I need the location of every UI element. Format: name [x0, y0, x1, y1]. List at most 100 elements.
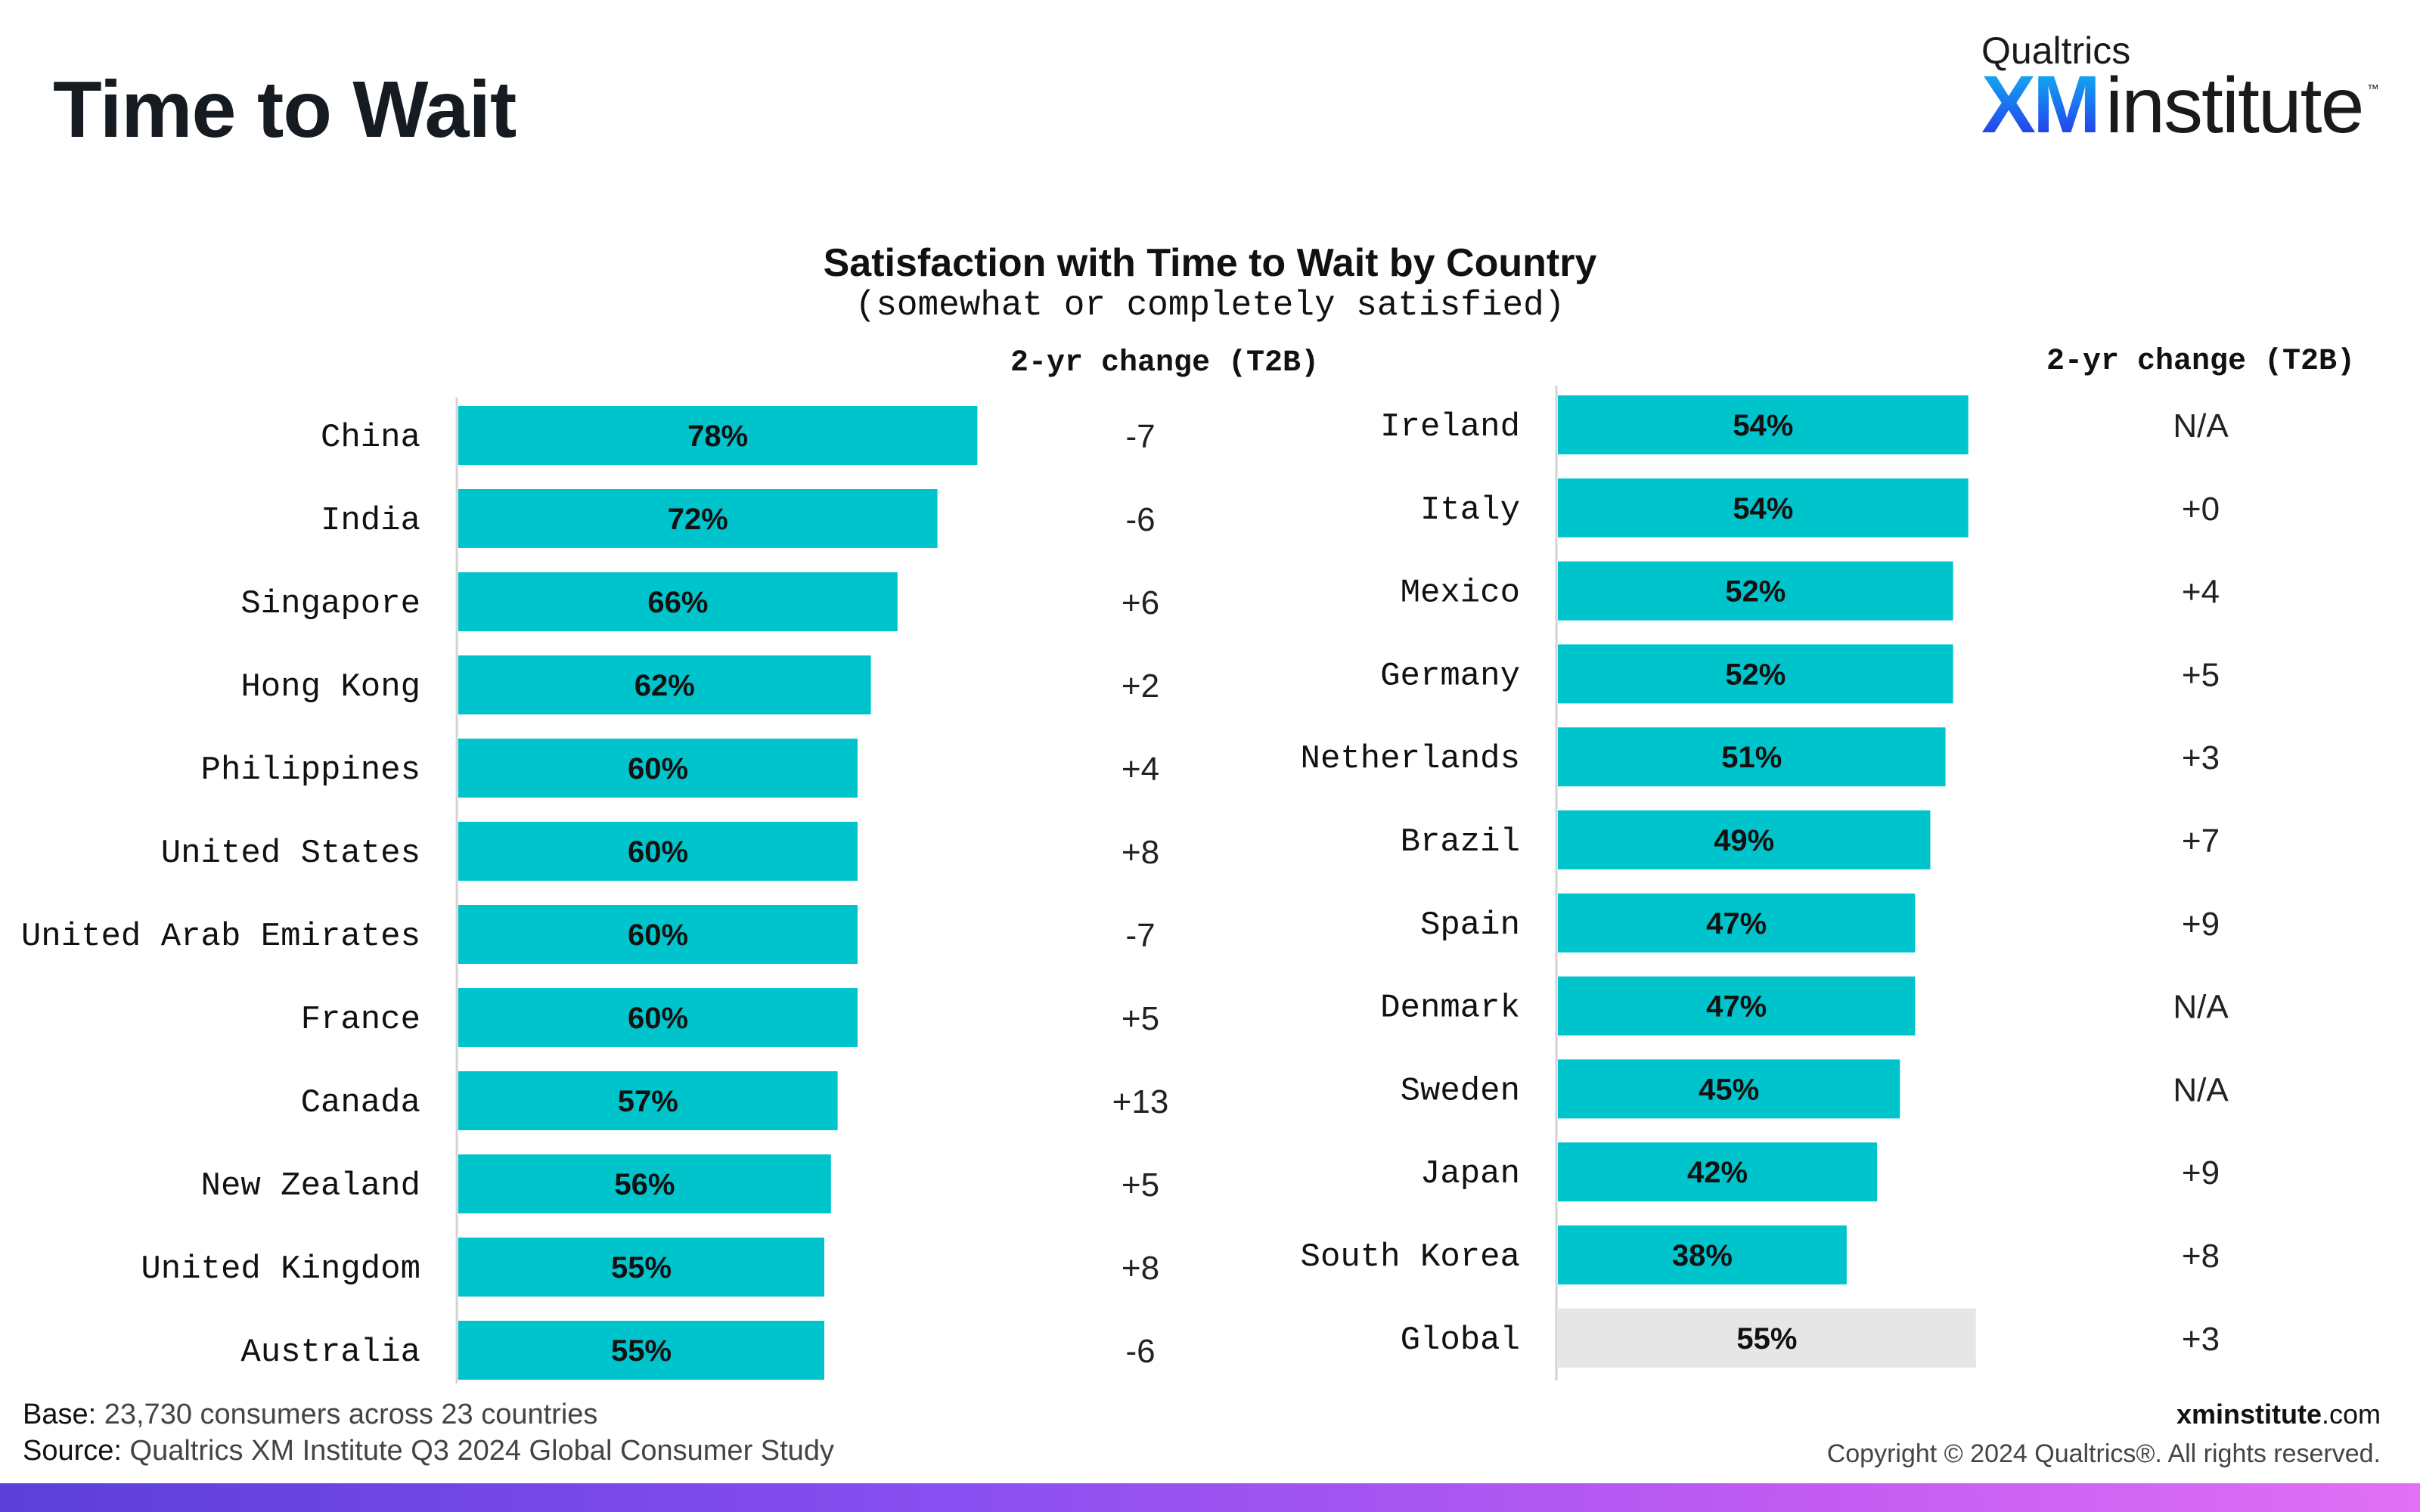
country-bar [458, 822, 858, 881]
bar-value-label: 47% [1706, 907, 1767, 940]
country-bar [1558, 395, 1969, 454]
category-label: United Kingdom [141, 1250, 420, 1288]
bar-value-label: 66% [647, 586, 708, 619]
change-value: +5 [1122, 1167, 1159, 1204]
change-value: -7 [1125, 418, 1155, 455]
bar-value-label: 52% [1725, 575, 1786, 609]
category-label: Australia [240, 1334, 420, 1371]
bar-value-label: 62% [634, 669, 695, 702]
change-value: +9 [2182, 1154, 2220, 1191]
category-label: Brazil [1401, 823, 1520, 861]
country-bar [458, 1238, 824, 1297]
bar-value-label: 72% [668, 503, 728, 536]
category-label: Mexico [1401, 575, 1520, 612]
bar-value-label: 51% [1721, 741, 1782, 774]
change-value: +8 [2182, 1238, 2220, 1275]
change-value: -7 [1125, 917, 1155, 954]
bar-value-label: 38% [1672, 1239, 1733, 1272]
website-link[interactable]: xminstitute.com [2176, 1399, 2381, 1430]
change-value: +13 [1112, 1083, 1169, 1120]
category-label: New Zealand [201, 1167, 420, 1205]
change-value: N/A [2173, 989, 2229, 1026]
bar-value-label: 57% [618, 1085, 678, 1118]
change-value: +6 [1122, 584, 1159, 621]
country-bar [1558, 644, 1953, 704]
category-label: Singapore [240, 585, 420, 623]
country-bar [1558, 1142, 1878, 1202]
country-bar [1558, 893, 1916, 953]
category-label: South Korea [1301, 1238, 1520, 1276]
category-label: Sweden [1401, 1072, 1520, 1110]
country-bar [1558, 727, 1946, 787]
logo-wordmark: XMinstitute [1981, 58, 2364, 150]
category-label: Netherlands [1301, 740, 1520, 778]
change-value: N/A [2173, 407, 2229, 445]
footer-source-text: Qualtrics XM Institute Q3 2024 Global Co… [121, 1435, 834, 1467]
category-label: Global [1401, 1321, 1520, 1359]
bar-value-label: 78% [687, 420, 748, 453]
country-bar [458, 655, 871, 714]
copyright-notice: Copyright © 2024 Qualtrics®. All rights … [1826, 1439, 2381, 1468]
country-bar [458, 905, 858, 964]
bar-value-label: 54% [1733, 492, 1793, 525]
change-value: +5 [2182, 656, 2220, 693]
bar-value-label: 55% [1736, 1322, 1797, 1356]
bar-value-label: 54% [1733, 409, 1793, 442]
bar-value-label: 52% [1725, 658, 1786, 691]
footer-base-text: 23,730 consumers across 23 countries [96, 1399, 598, 1430]
country-bar [458, 406, 978, 465]
category-label: Hong Kong [240, 668, 420, 706]
change-value: +2 [1122, 668, 1159, 705]
category-label: Canada [301, 1084, 420, 1122]
global-bar [1558, 1308, 1976, 1368]
logo-qualtrics-text: Qualtrics [1981, 29, 2131, 72]
category-label: India [321, 502, 420, 540]
change-value: +3 [2182, 1321, 2220, 1358]
bar-value-label: 60% [628, 919, 688, 952]
country-bar [1558, 1225, 1847, 1284]
country-bar [458, 1071, 838, 1130]
category-label: Japan [1420, 1155, 1520, 1193]
country-bar [458, 1321, 824, 1380]
category-label: Ireland [1380, 408, 1520, 446]
bottom-gradient-band [0, 1483, 2420, 1512]
bar-value-label: 60% [628, 1002, 688, 1035]
change-value: +3 [2182, 739, 2220, 776]
category-label: United Arab Emirates [21, 918, 420, 956]
website-name: xminstitute [2176, 1399, 2322, 1430]
bar-value-label: 60% [628, 752, 688, 785]
bar-value-label: 45% [1699, 1073, 1759, 1106]
bar-value-label: 47% [1706, 990, 1767, 1024]
logo-institute-text: institute [2105, 62, 2364, 150]
change-header-right: 2-yr change (T2B) [2046, 345, 2356, 379]
footer-source-note: Source: Qualtrics XM Institute Q3 2024 G… [23, 1435, 834, 1467]
country-bar [458, 988, 858, 1047]
country-bar [1558, 976, 1916, 1036]
change-value: +4 [1122, 751, 1159, 788]
category-label: Italy [1420, 491, 1520, 529]
bar-value-label: 56% [614, 1168, 675, 1201]
website-domain: .com [2321, 1399, 2381, 1430]
change-value: +7 [2182, 823, 2220, 860]
category-label: United States [161, 835, 420, 872]
country-bar [458, 572, 898, 631]
category-label: Philippines [201, 751, 420, 789]
category-label: Germany [1380, 657, 1520, 695]
country-bar [1558, 810, 1931, 869]
category-label: Denmark [1380, 990, 1520, 1027]
category-label: France [301, 1001, 420, 1039]
footer-base-label: Base: [23, 1399, 97, 1430]
chart-title: Satisfaction with Time to Wait by Countr… [823, 241, 1597, 285]
change-header-left: 2-yr change (T2B) [1010, 346, 1320, 380]
bar-value-label: 55% [611, 1251, 672, 1284]
change-value: +0 [2182, 491, 2220, 528]
logo-xm-text: XM [1981, 58, 2101, 150]
change-value: -6 [1125, 501, 1155, 538]
qualtrics-xm-institute-logo: Qualtrics XMinstitute ™ [1981, 29, 2379, 150]
footer-source-label: Source: [23, 1435, 122, 1467]
country-bar [1558, 561, 1953, 621]
change-value: +5 [1122, 1000, 1159, 1037]
country-bar [458, 739, 858, 798]
change-value: +9 [2182, 906, 2220, 943]
